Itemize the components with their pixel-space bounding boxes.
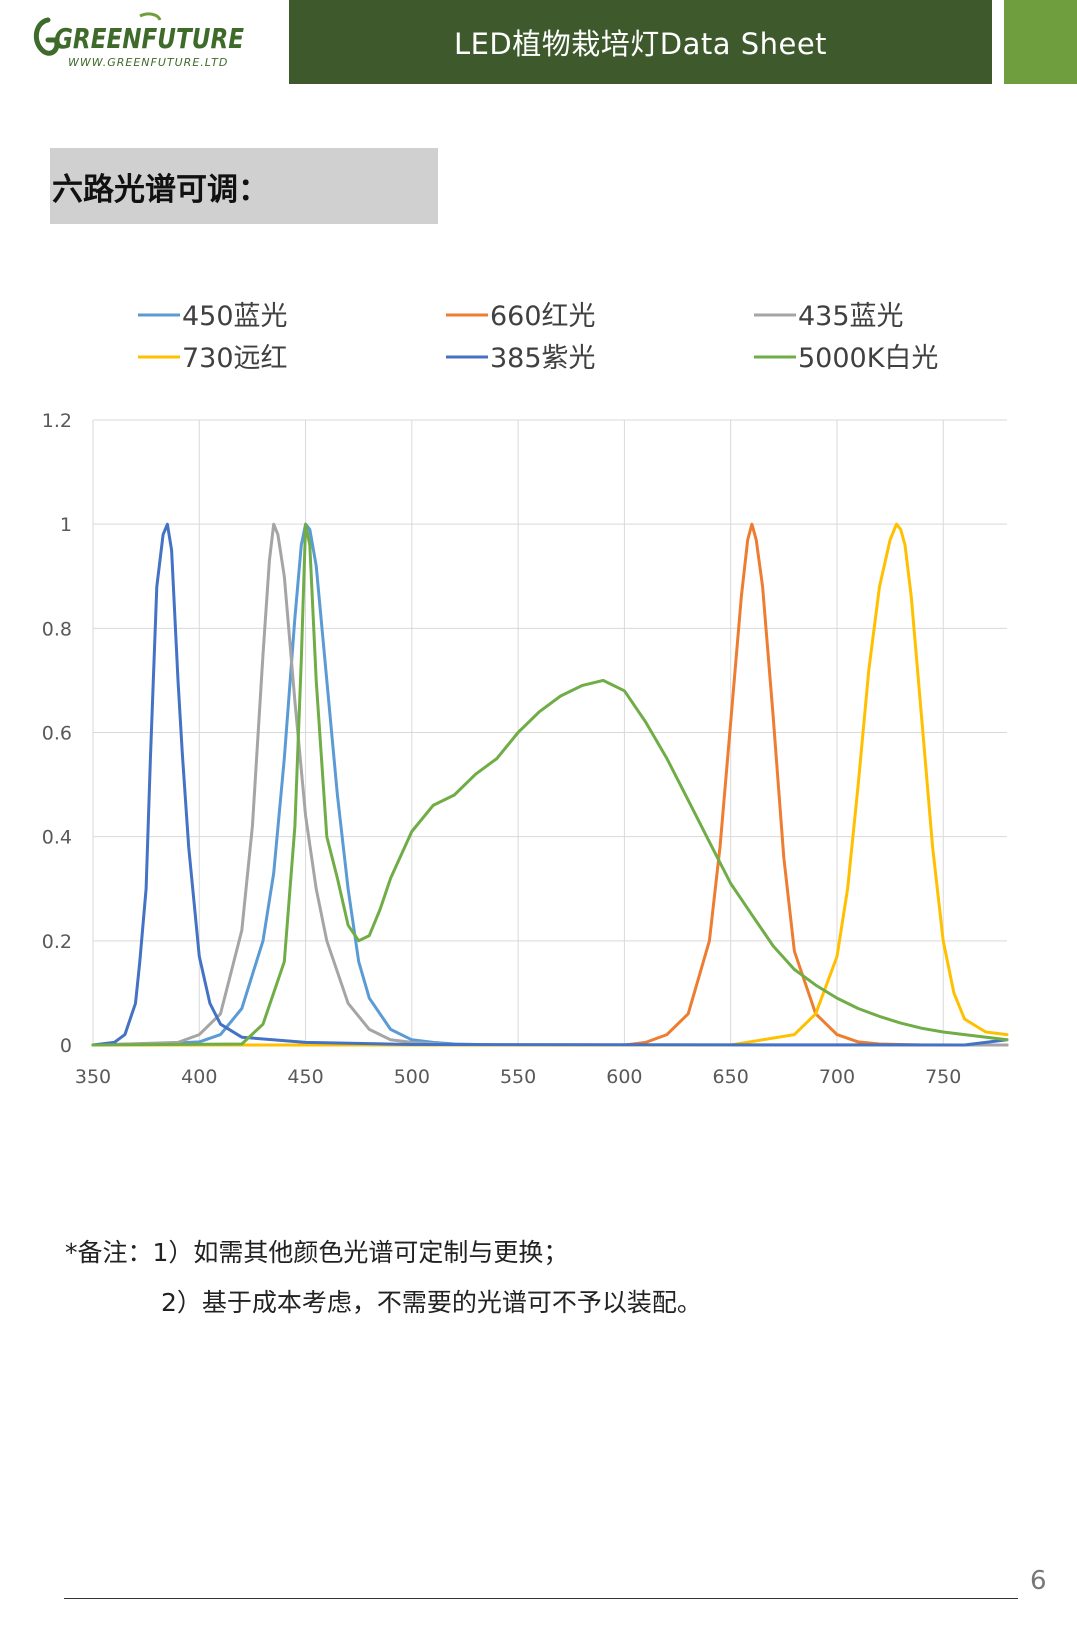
x-tick-label: 750 — [925, 1066, 961, 1088]
legend-label: 435蓝光 — [798, 301, 904, 332]
page-number: 6 — [1030, 1566, 1047, 1596]
y-tick-label: 0.8 — [42, 618, 72, 640]
x-tick-label: 700 — [819, 1066, 855, 1088]
x-tick-label: 600 — [606, 1066, 642, 1088]
footer-divider — [64, 1598, 1018, 1599]
series-line-4 — [91, 522, 1009, 1047]
spectrum-chart: 450蓝光 660红光 435蓝光 730远红 385紫光 5000K白光 0 0.2 0.4… — [42, 301, 1009, 1088]
company-logo: GREENFUTURE WWW.GREENFUTURE.LTD — [30, 10, 260, 72]
chart-series — [91, 522, 1009, 1047]
header-bar: LED植物栽培灯Data Sheet — [289, 0, 992, 84]
notes-block: *备注：1）如需其他颜色光谱可定制与更换； 2）基于成本考虑，不需要的光谱可不予… — [65, 1228, 702, 1328]
series-line-1 — [91, 522, 1009, 1047]
note-line-1: *备注：1）如需其他颜色光谱可定制与更换； — [65, 1238, 569, 1267]
y-tick-label: 0 — [60, 1035, 72, 1057]
logo-url: WWW.GREENFUTURE.LTD — [68, 56, 228, 69]
y-tick-label: 1.2 — [42, 410, 72, 432]
x-tick-label: 550 — [500, 1066, 536, 1088]
x-axis-ticks: 350 400 450 500 550 600 650 700 750 — [75, 1066, 961, 1088]
note-line-2: 2）基于成本考虑，不需要的光谱可不予以装配。 — [161, 1288, 702, 1317]
chart-gridlines — [92, 419, 1007, 1046]
legend-label: 730远红 — [182, 343, 288, 374]
legend-label: 5000K白光 — [798, 343, 938, 374]
x-tick-label: 350 — [75, 1066, 111, 1088]
legend-label: 450蓝光 — [182, 301, 288, 332]
series-line-2 — [91, 522, 1009, 1047]
series-line-6 — [91, 522, 1009, 1047]
y-axis-ticks: 0 0.2 0.4 0.6 0.8 1 1.2 — [42, 410, 72, 1057]
y-tick-label: 1 — [60, 514, 72, 536]
chart-legend: 450蓝光 660红光 435蓝光 730远红 385紫光 5000K白光 — [138, 301, 938, 374]
x-tick-label: 650 — [713, 1066, 749, 1088]
x-tick-label: 450 — [287, 1066, 323, 1088]
section-title: 六路光谱可调： — [52, 171, 269, 208]
logo-graphic: GREENFUTURE WWW.GREENFUTURE.LTD — [33, 12, 244, 69]
header-accent-block — [1004, 0, 1077, 84]
y-tick-label: 0.4 — [42, 827, 72, 849]
legend-label: 660红光 — [490, 301, 596, 332]
x-tick-label: 500 — [394, 1066, 430, 1088]
header-title: LED植物栽培灯Data Sheet — [453, 27, 828, 61]
legend-label: 385紫光 — [490, 343, 596, 374]
y-tick-label: 0.2 — [42, 931, 72, 953]
series-line-5 — [91, 522, 1009, 1047]
x-tick-label: 400 — [181, 1066, 217, 1088]
section-heading-box: 六路光谱可调： — [50, 148, 438, 224]
y-tick-label: 0.6 — [42, 723, 72, 745]
logo-wordmark: GREENFUTURE — [54, 22, 244, 55]
series-line-3 — [91, 522, 1009, 1047]
